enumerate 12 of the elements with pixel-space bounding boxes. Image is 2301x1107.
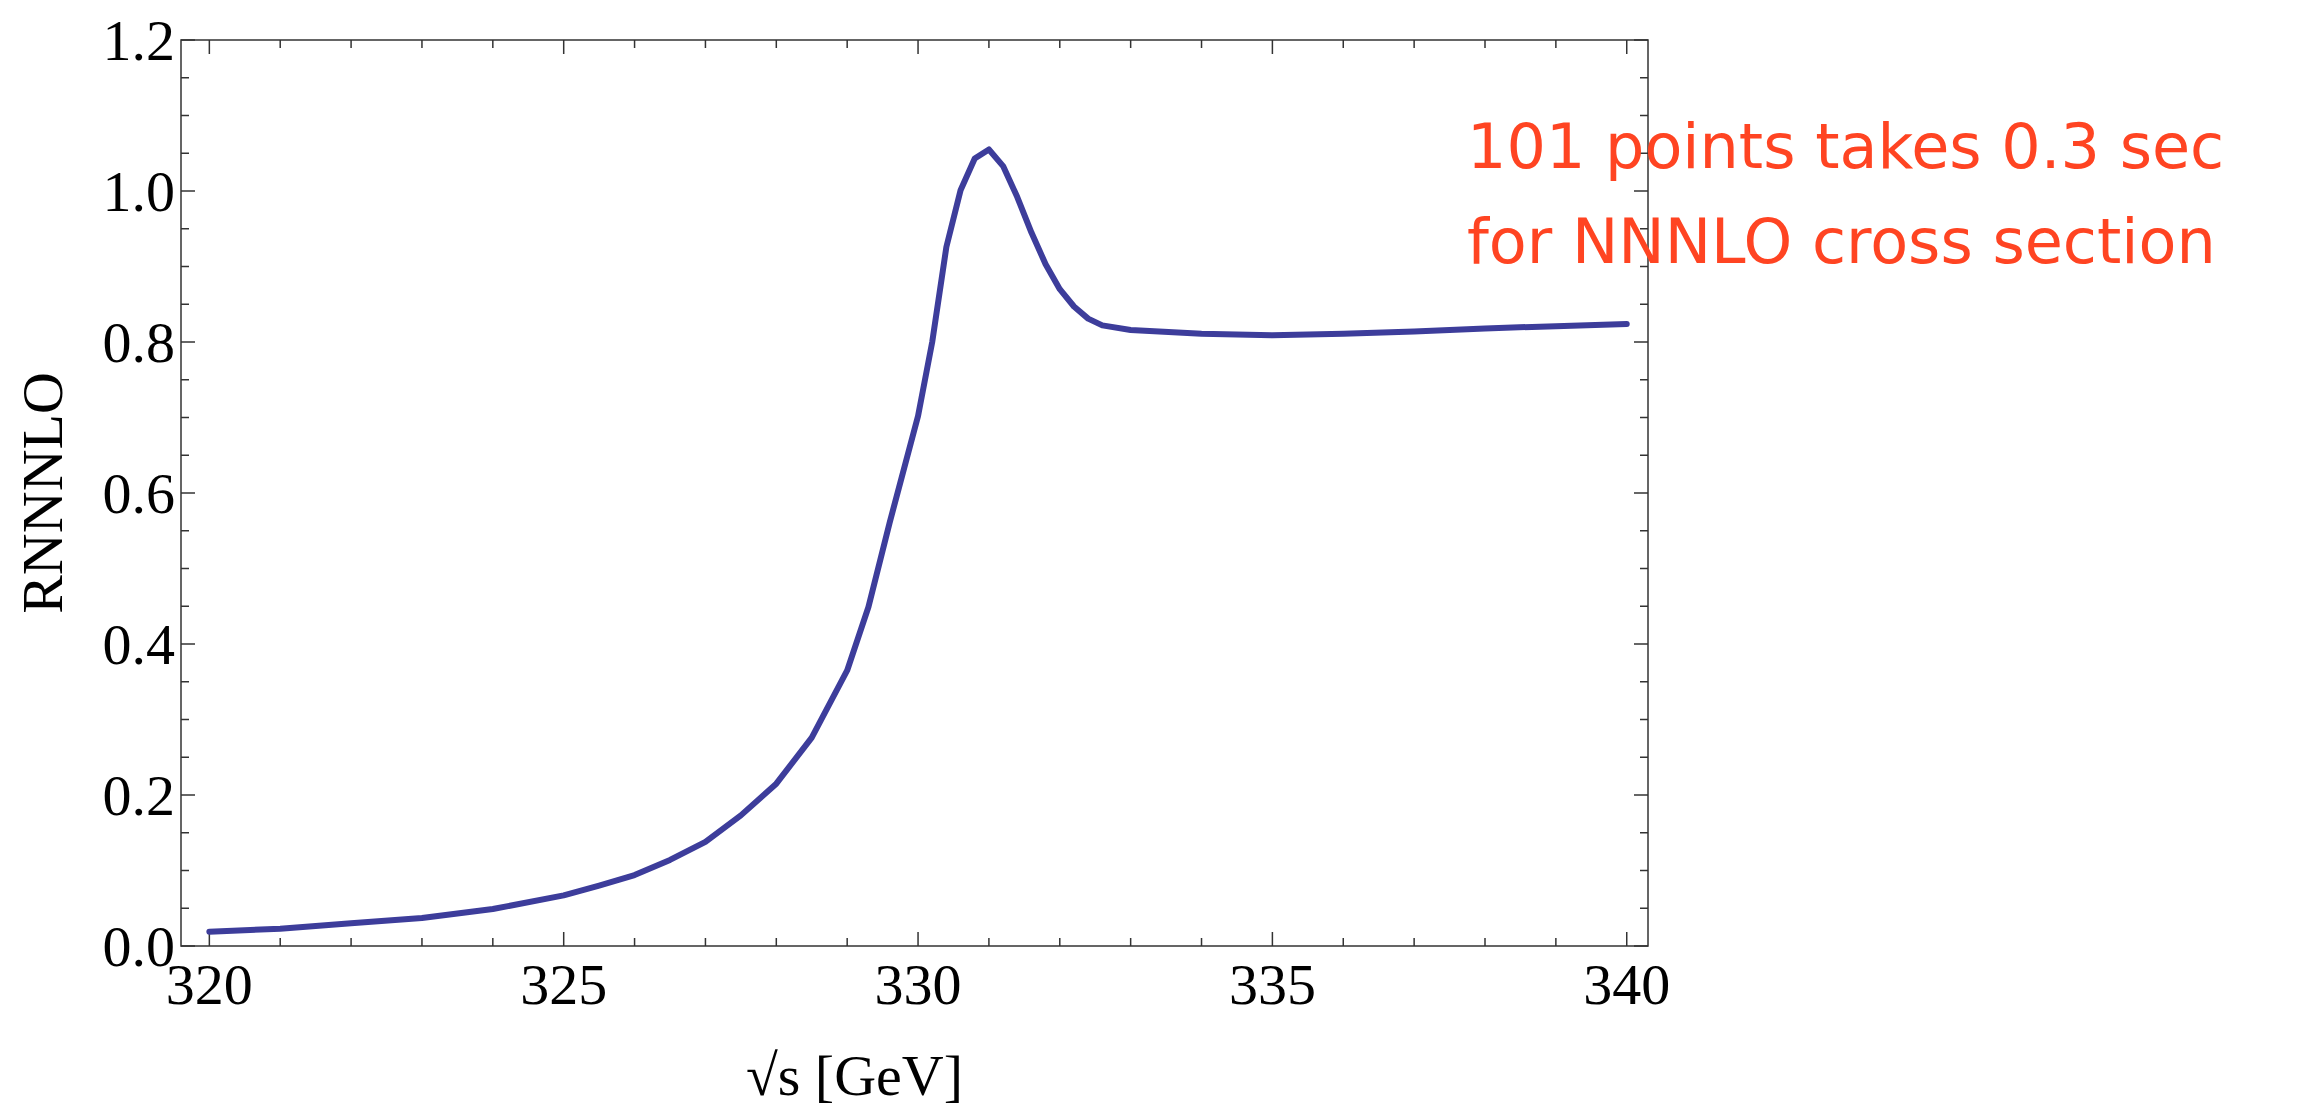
y-tick-label: 0.2: [102, 763, 175, 828]
y-tick-label: 1.2: [102, 8, 175, 73]
y-tick-label: 0.4: [102, 612, 175, 677]
x-tick-label: 335: [1228, 952, 1316, 1017]
y-axis-title: RNNNLO: [10, 372, 75, 614]
x-axis-title: √s [GeV]: [745, 1043, 964, 1107]
y-tick-label: 1.0: [102, 159, 175, 224]
x-tick-label: 330: [874, 952, 962, 1017]
x-tick-label: 340: [1583, 952, 1671, 1017]
y-tick-label: 0.6: [102, 461, 175, 526]
x-tick-label: 325: [520, 952, 608, 1017]
y-tick-label: 0.8: [102, 310, 175, 375]
